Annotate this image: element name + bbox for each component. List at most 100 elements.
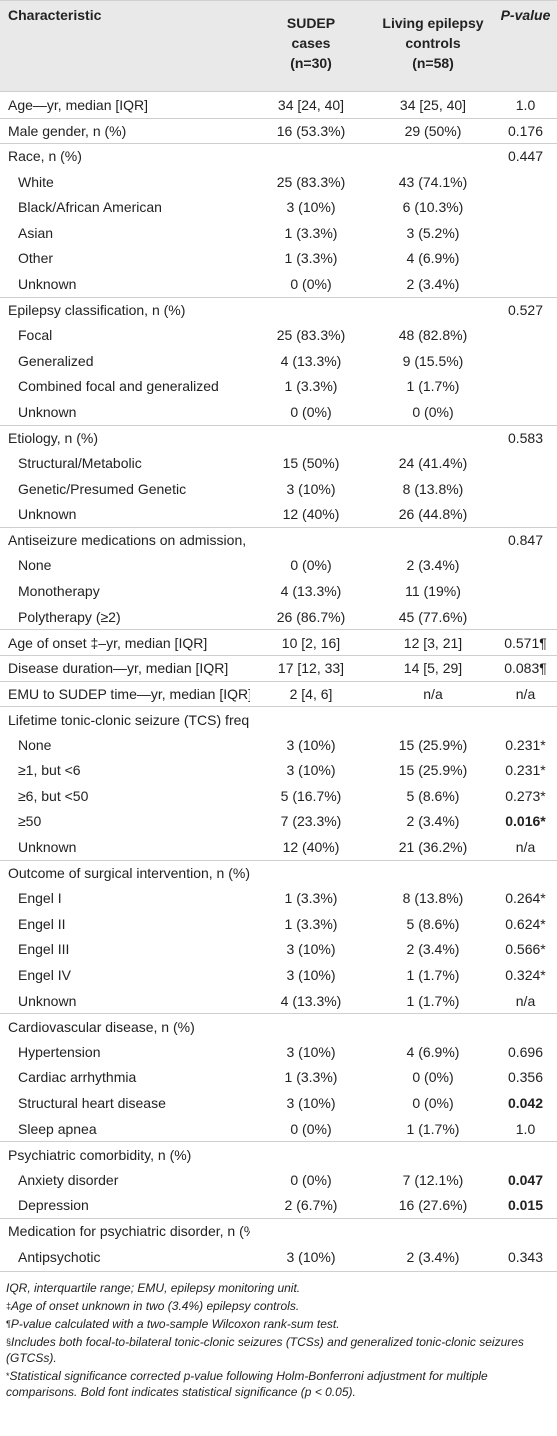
row-characteristic: Depression [18, 1197, 89, 1214]
footnote-abbreviations: IQR, interquartile range; EMU, epilepsy … [6, 1281, 301, 1296]
row-living-value: 14 [5, 29] [403, 660, 463, 677]
row-living-value: 4 (6.9%) [406, 250, 460, 267]
row-sudep-value: 3 (10%) [286, 199, 336, 216]
row-living-value: 34 [25, 40] [399, 96, 467, 113]
row-p-value: 0.176 [507, 122, 544, 139]
row-characteristic: ≥1, but <6 [18, 762, 81, 779]
row-living-value: 1 (1.7%) [406, 378, 460, 395]
row-characteristic: Lifetime tonic-clonic seizure (TCS) freq… [8, 711, 250, 728]
header-living-controls: Living epilepsy controls (n=58) [372, 1, 494, 91]
table-row: Epilepsy classification, n (%) 0.527 [0, 296, 557, 323]
row-p-value: 0.273* [505, 787, 546, 804]
row-sudep-value: 26 (86.7%) [276, 608, 346, 625]
row-living-value: 15 (25.9%) [398, 762, 468, 779]
row-living-value: 5 (8.6%) [406, 915, 460, 932]
row-sudep-value: 12 (40%) [282, 839, 340, 856]
row-sudep-value: 5 (16.7%) [280, 787, 342, 804]
table-footnotes: IQR, interquartile range; EMU, epilepsy … [0, 1271, 557, 1400]
row-living-value: 29 (50%) [404, 122, 462, 139]
table-body: Age—yr, median [IQR] 34 [24, 40] 34 [25, 4… [0, 92, 557, 1269]
row-characteristic: ≥6, but <50 [18, 787, 89, 804]
row-sudep-value: 1 (3.3%) [284, 890, 338, 907]
row-characteristic: Medication for psychiatric disorder, n (… [8, 1223, 250, 1240]
row-sudep-value: 4 (13.3%) [280, 583, 342, 600]
row-characteristic: Sleep apnea [18, 1120, 97, 1137]
row-characteristic: Structural/Metabolic [18, 455, 142, 472]
row-p-value: 0.566* [505, 941, 546, 958]
row-sudep-value: 3 (10%) [286, 1248, 336, 1265]
row-sudep-value: 0 (0%) [290, 557, 332, 574]
table-row: Medication for psychiatric disorder, n (… [0, 1218, 557, 1244]
row-living-value: 45 (77.6%) [398, 608, 468, 625]
row-characteristic: Male gender, n (%) [8, 122, 127, 139]
row-living-value: 8 (13.8%) [402, 480, 464, 497]
row-sudep-value: 2 [4, 6] [289, 685, 333, 702]
row-characteristic: None [18, 736, 52, 753]
row-living-value: 2 (3.4%) [406, 557, 460, 574]
row-characteristic: Anxiety disorder [18, 1171, 119, 1188]
row-p-value: n/a [515, 992, 536, 1009]
table-row: Psychiatric comorbidity, n (%) [0, 1141, 557, 1167]
table-row: Combined focal and generalized 1 (3.3%) 1 … [0, 374, 557, 400]
row-sudep-value: 12 (40%) [282, 506, 340, 523]
footnote-text: Age of onset unknown in two (3.4%) epile… [11, 1299, 300, 1314]
row-p-value: 0.571¶ [504, 634, 547, 651]
footnote-age-onset: ‡Age of onset unknown in two (3.4%) epil… [6, 1298, 551, 1314]
row-characteristic: Engel I [18, 890, 62, 907]
row-living-value: 6 (10.3%) [402, 199, 464, 216]
row-living-value: 1 (1.7%) [406, 1120, 460, 1137]
row-p-value: 0.231* [505, 736, 546, 753]
table-row: Generalized 4 (13.3%) 9 (15.5%) [0, 348, 557, 374]
table-row: Engel I 1 (3.3%) 8 (13.8%) 0.264* [0, 885, 557, 911]
table-row: Race, n (%) 0.447 [0, 143, 557, 169]
row-living-value: 5 (8.6%) [406, 787, 460, 804]
row-living-value: 26 (44.8%) [398, 506, 468, 523]
header-sudep-line2: cases [291, 35, 331, 51]
row-p-value: 0.016* [505, 813, 546, 830]
row-sudep-value: 2 (6.7%) [284, 1197, 338, 1214]
row-characteristic: Engel II [18, 915, 66, 932]
row-sudep-value: 15 (50%) [282, 455, 340, 472]
row-p-value: n/a [515, 839, 536, 856]
row-p-value: 0.343 [507, 1248, 544, 1265]
table-row: Depression 2 (6.7%) 16 (27.6%) 0.015 [0, 1193, 557, 1219]
row-living-value: 4 (6.9%) [406, 1043, 460, 1060]
table-row: Antipsychotic 3 (10%) 2 (3.4%) 0.343 [0, 1244, 557, 1270]
row-characteristic: EMU to SUDEP time—yr, median [IQR] [8, 685, 250, 702]
row-living-value: 3 (5.2%) [406, 224, 460, 241]
row-p-value: 0.583 [507, 430, 544, 447]
row-p-value: 0.042 [507, 1094, 544, 1111]
row-living-value: 15 (25.9%) [398, 736, 468, 753]
row-sudep-value: 25 (83.3%) [276, 173, 346, 190]
row-characteristic: Epilepsy classification, n (%) [8, 302, 186, 319]
row-characteristic: Etiology, n (%) [8, 430, 98, 447]
header-sudep-cases: SUDEP cases (n=30) [250, 1, 372, 91]
table-row: White 25 (83.3%) 43 (74.1%) [0, 169, 557, 195]
row-p-value: 0.324* [505, 966, 546, 983]
row-living-value: 16 (27.6%) [398, 1197, 468, 1214]
row-characteristic: Antipsychotic [18, 1248, 101, 1265]
table-row: Disease duration—yr, median [IQR] 17 [12,… [0, 655, 557, 681]
row-characteristic: Psychiatric comorbidity, n (%) [8, 1146, 192, 1163]
row-characteristic: Age—yr, median [IQR] [8, 96, 149, 113]
row-characteristic: Monotherapy [18, 583, 100, 600]
row-sudep-value: 0 (0%) [290, 1120, 332, 1137]
row-sudep-value: 1 (3.3%) [284, 378, 338, 395]
row-sudep-value: 4 (13.3%) [280, 992, 342, 1009]
row-sudep-value: 34 [24, 40] [277, 96, 345, 113]
table-row: Polytherapy (≥2) 26 (86.7%) 45 (77.6%) [0, 604, 557, 630]
row-characteristic: Age of onset ‡–yr, median [IQR] [8, 634, 208, 651]
row-living-value: 48 (82.8%) [398, 327, 468, 344]
table-row: ≥50 7 (23.3%) 2 (3.4%) 0.016* [0, 809, 557, 835]
row-sudep-value: 3 (10%) [286, 1043, 336, 1060]
table-row: None 0 (0%) 2 (3.4%) [0, 553, 557, 579]
table-row: Cardiac arrhythmia 1 (3.3%) 0 (0%) 0.356 [0, 1065, 557, 1091]
row-characteristic: Cardiac arrhythmia [18, 1069, 137, 1086]
row-characteristic: Disease duration—yr, median [IQR] [8, 660, 229, 677]
row-living-value: 11 (19%) [405, 583, 461, 600]
table-row: Hypertension 3 (10%) 4 (6.9%) 0.696 [0, 1039, 557, 1065]
table-row: Unknown 0 (0%) 2 (3.4%) [0, 271, 557, 297]
row-p-value: 1.0 [515, 96, 536, 113]
table-row: Unknown 0 (0%) 0 (0%) [0, 399, 557, 425]
table-row: ≥1, but <6 3 (10%) 15 (25.9%) 0.231* [0, 757, 557, 783]
